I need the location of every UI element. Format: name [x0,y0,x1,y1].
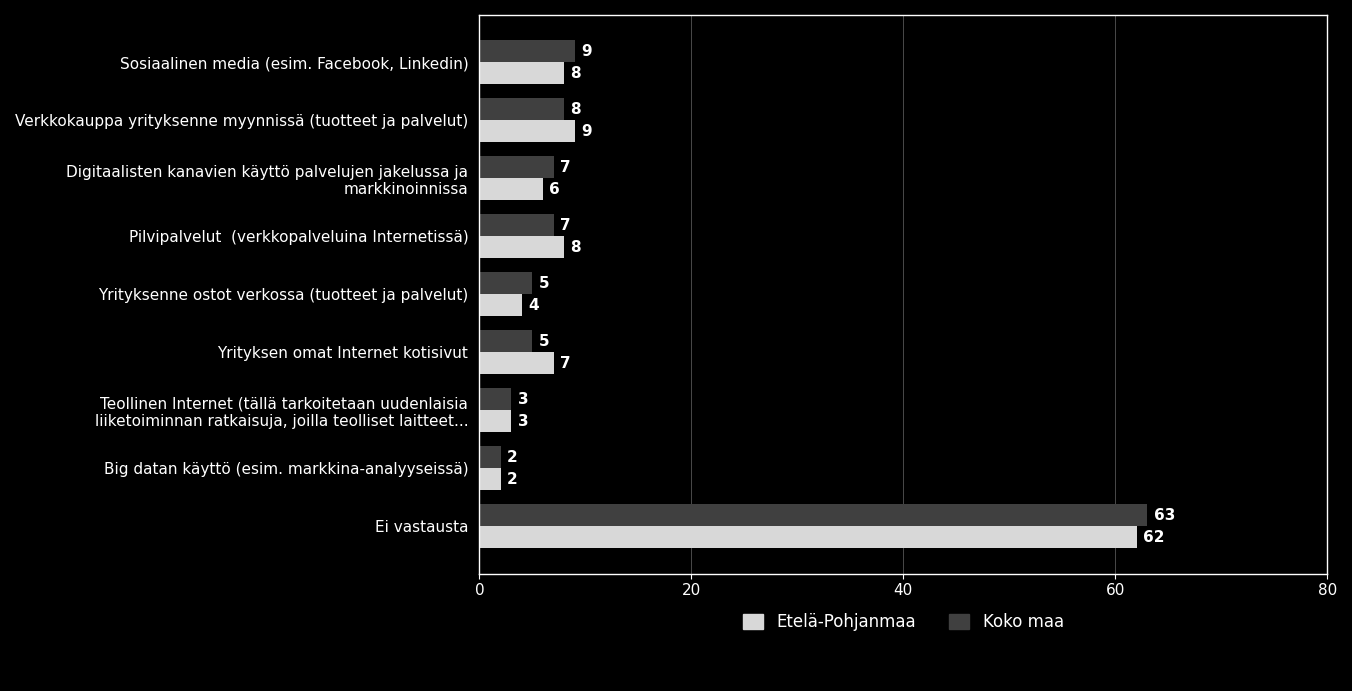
Text: 5: 5 [538,276,549,291]
Text: 6: 6 [549,182,560,197]
Bar [480,236,564,258]
Bar [480,156,553,178]
Bar [480,352,553,375]
Text: 3: 3 [518,392,529,407]
Text: 3: 3 [518,414,529,429]
Text: 8: 8 [571,240,581,255]
Text: 8: 8 [571,102,581,117]
Text: 2: 2 [507,472,518,487]
Bar [480,294,522,316]
Text: 62: 62 [1142,530,1164,545]
Bar [480,410,511,433]
Bar [480,272,533,294]
Bar [480,388,511,410]
Bar [480,468,500,491]
Bar [480,504,1148,527]
Text: 7: 7 [560,160,571,175]
Text: 5: 5 [538,334,549,349]
Bar [480,98,564,120]
Text: 2: 2 [507,450,518,465]
Bar [480,214,553,236]
Legend: Etelä-Pohjanmaa, Koko maa: Etelä-Pohjanmaa, Koko maa [737,607,1071,638]
Bar [480,62,564,84]
Bar [480,446,500,468]
Text: 9: 9 [581,44,592,59]
Bar [480,330,533,352]
Bar [480,527,1137,549]
Bar [480,120,575,142]
Text: 63: 63 [1153,508,1175,523]
Text: 7: 7 [560,356,571,371]
Bar [480,40,575,62]
Text: 9: 9 [581,124,592,139]
Text: 7: 7 [560,218,571,233]
Text: 8: 8 [571,66,581,81]
Bar [480,178,544,200]
Text: 4: 4 [529,298,538,313]
